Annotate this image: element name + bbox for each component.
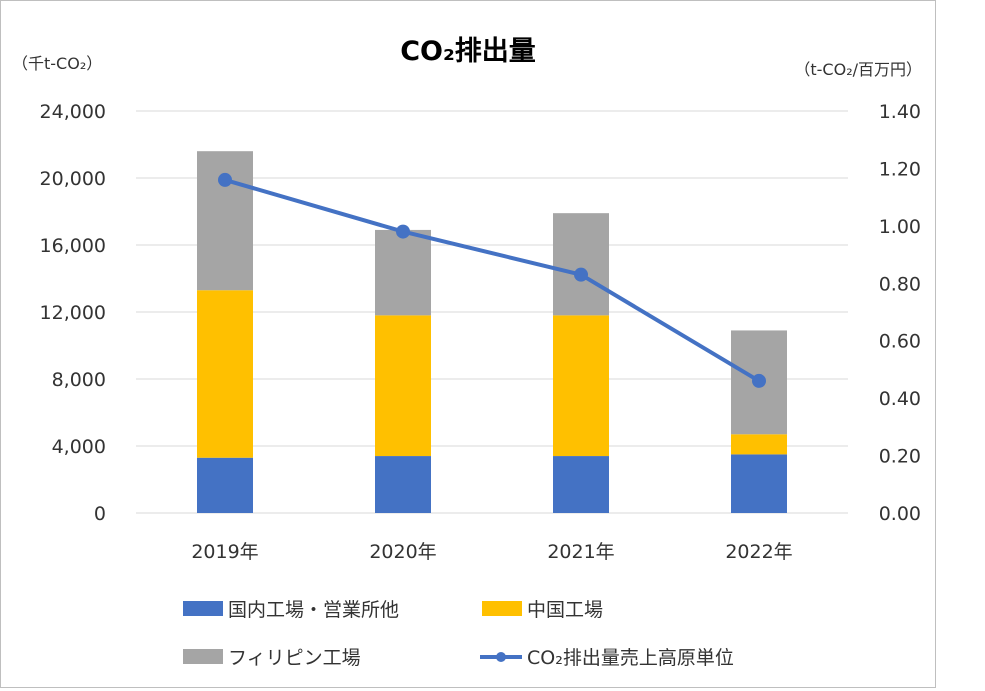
right-tick-label: 0.00 (879, 503, 921, 525)
bar-segment (375, 229, 431, 316)
category-label: 2019年 (191, 541, 258, 563)
left-tick-label: 8,000 (52, 369, 106, 391)
right-tick-label: 1.00 (879, 216, 921, 238)
gridlines (136, 110, 848, 514)
intensity-point (752, 373, 766, 388)
bar-segment (731, 434, 787, 455)
bar-segment (197, 290, 253, 458)
legend-marker-intensity (496, 652, 506, 662)
bar-segment (375, 456, 431, 513)
category-label: 2020年 (369, 541, 436, 563)
category-label: 2022年 (725, 541, 792, 563)
x-axis-categories: 2019年 2020年 2021年 2022年 (191, 541, 792, 563)
legend-label-philippines: フィリピン工場 (228, 647, 361, 669)
right-axis-unit: （t-CO₂/百万円） (794, 60, 922, 79)
right-tick-label: 0.60 (879, 331, 921, 353)
left-axis-ticks: 0 4,000 8,000 12,000 16,000 20,000 24,000 (40, 101, 106, 525)
left-axis-unit: （千t-CO₂） (12, 54, 102, 73)
left-tick-label: 24,000 (40, 101, 106, 123)
bar-segment (731, 454, 787, 513)
bar-segment (197, 151, 253, 291)
legend-label-domestic: 国内工場・営業所他 (228, 599, 399, 621)
right-tick-label: 1.40 (879, 101, 921, 123)
legend-swatch-domestic (183, 601, 223, 616)
bar-series (197, 151, 787, 513)
right-tick-label: 0.20 (879, 446, 921, 468)
right-tick-label: 0.40 (879, 388, 921, 410)
left-tick-label: 4,000 (52, 436, 106, 458)
bar-segment (553, 315, 609, 457)
intensity-point (396, 224, 410, 239)
left-tick-label: 20,000 (40, 168, 106, 190)
legend-label-intensity: CO₂排出量売上高原単位 (527, 647, 734, 669)
legend: 国内工場・営業所他 中国工場 フィリピン工場 CO₂排出量売上高原単位 (183, 599, 734, 669)
right-axis-ticks: 0.00 0.20 0.40 0.60 0.80 1.00 1.20 1.40 (879, 101, 921, 525)
right-tick-label: 1.20 (879, 158, 921, 180)
legend-swatch-china (482, 601, 522, 616)
line-series (218, 172, 766, 388)
right-tick-label: 0.80 (879, 273, 921, 295)
bar-segment (375, 315, 431, 457)
legend-swatch-philippines (183, 649, 223, 664)
bar-segment (553, 456, 609, 513)
intensity-point (218, 172, 232, 187)
left-tick-label: 12,000 (40, 302, 106, 324)
left-tick-label: 16,000 (40, 235, 106, 257)
intensity-point (574, 267, 588, 282)
bar-segment (197, 457, 253, 513)
bar-segment (553, 213, 609, 316)
category-label: 2021年 (547, 541, 614, 563)
left-tick-label: 0 (94, 503, 106, 525)
legend-label-china: 中国工場 (527, 599, 603, 621)
intensity-line (224, 177, 761, 383)
chart-title: CO₂排出量 (400, 36, 536, 67)
